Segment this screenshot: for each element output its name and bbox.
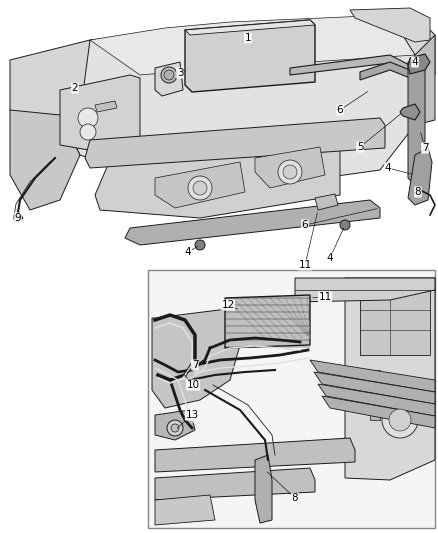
Circle shape [340,220,350,230]
Polygon shape [10,40,90,130]
Text: 4: 4 [327,253,333,263]
Polygon shape [370,370,380,420]
Text: 1: 1 [245,33,251,43]
Polygon shape [360,62,415,80]
Circle shape [195,240,205,250]
Polygon shape [155,438,355,472]
Polygon shape [415,35,435,125]
Text: 12: 12 [221,300,235,310]
Circle shape [78,108,98,128]
Polygon shape [360,290,430,355]
Circle shape [164,70,174,80]
Polygon shape [10,110,80,210]
Polygon shape [322,396,435,428]
Text: 7: 7 [422,143,428,153]
Circle shape [167,420,183,436]
Text: 4: 4 [385,163,391,173]
Circle shape [161,67,177,83]
Polygon shape [400,104,420,120]
Text: 6: 6 [337,105,343,115]
Text: 7: 7 [192,360,198,370]
Text: 4: 4 [412,57,418,67]
Polygon shape [255,455,272,523]
Polygon shape [148,270,435,528]
Text: 8: 8 [415,187,421,197]
Polygon shape [345,278,435,480]
Polygon shape [408,54,430,74]
Polygon shape [125,200,380,245]
Circle shape [80,124,96,140]
Polygon shape [152,308,240,408]
Circle shape [188,176,212,200]
Polygon shape [95,101,117,112]
Polygon shape [155,410,195,440]
Polygon shape [90,15,415,75]
Polygon shape [185,20,315,35]
Polygon shape [350,8,430,42]
Circle shape [278,160,302,184]
Circle shape [171,424,179,432]
Text: 9: 9 [15,213,21,223]
Polygon shape [60,75,140,152]
Polygon shape [60,15,415,195]
Polygon shape [85,118,385,168]
Polygon shape [314,372,435,404]
Polygon shape [155,162,245,208]
Circle shape [283,165,297,179]
Text: 8: 8 [292,493,298,503]
Polygon shape [155,495,215,525]
Polygon shape [310,360,435,392]
Polygon shape [225,295,310,348]
Circle shape [14,214,22,222]
Text: 11: 11 [318,292,332,302]
Polygon shape [318,384,435,416]
Polygon shape [155,468,315,500]
Text: 6: 6 [302,220,308,230]
Circle shape [389,409,411,431]
Text: 4: 4 [185,247,191,257]
Text: 10: 10 [187,380,200,390]
Text: 3: 3 [177,68,184,78]
Polygon shape [390,15,435,75]
Circle shape [382,402,418,438]
Polygon shape [315,194,338,210]
Polygon shape [255,147,325,188]
Text: 11: 11 [298,260,311,270]
Text: 2: 2 [72,83,78,93]
Circle shape [193,181,207,195]
Polygon shape [155,62,183,96]
Polygon shape [295,278,435,302]
Polygon shape [408,148,432,205]
Polygon shape [290,55,415,75]
Polygon shape [95,140,340,218]
Polygon shape [408,58,425,185]
Text: 5: 5 [357,142,363,152]
Text: 13: 13 [185,410,198,420]
Polygon shape [185,20,315,92]
